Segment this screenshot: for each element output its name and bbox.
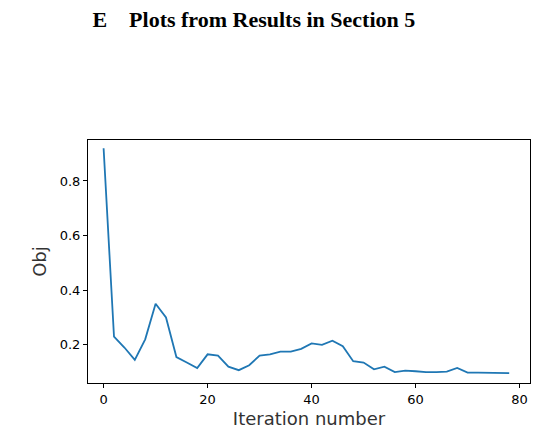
svg-text:Iteration number: Iteration number	[233, 408, 386, 429]
svg-text:Obj: Obj	[29, 246, 50, 277]
svg-text:0: 0	[99, 392, 107, 407]
svg-text:60: 60	[407, 392, 424, 407]
svg-text:0.8: 0.8	[60, 174, 81, 189]
svg-text:0.6: 0.6	[60, 228, 81, 243]
svg-text:80: 80	[511, 392, 528, 407]
svg-text:0.4: 0.4	[60, 283, 81, 298]
svg-text:E Plots from Results in Sec: E Plots from Results in Section 5	[92, 7, 415, 32]
svg-text:40: 40	[303, 392, 320, 407]
svg-text:0.2: 0.2	[60, 337, 81, 352]
svg-text:20: 20	[199, 392, 216, 407]
